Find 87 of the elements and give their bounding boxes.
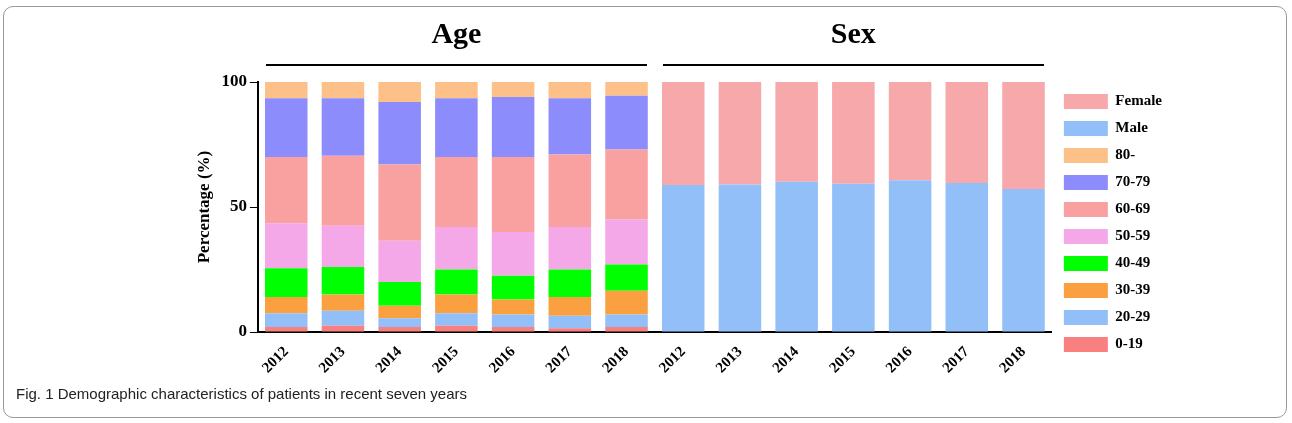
bar: [321, 310, 365, 326]
text: Age: [431, 15, 482, 49]
bar: [605, 219, 648, 265]
bar: [548, 227, 592, 270]
bar: [435, 269, 478, 295]
bar: [832, 82, 875, 184]
bar: [321, 267, 365, 295]
y-tick-label: 0: [238, 321, 247, 341]
bar: [378, 164, 421, 241]
y-tick-label: 50: [229, 196, 247, 216]
bar: [661, 185, 705, 332]
bar: [548, 315, 592, 329]
bar: [775, 82, 818, 182]
bar: [491, 314, 535, 328]
bar: [661, 82, 705, 186]
legend-label: 70-79: [1115, 173, 1151, 190]
bar: [491, 97, 535, 158]
legend-label: 40-49: [1115, 254, 1151, 271]
bar: [888, 180, 932, 332]
bar: [378, 82, 421, 103]
bar: [321, 294, 365, 311]
bar: [264, 327, 308, 332]
bar: [435, 157, 478, 228]
bar: [718, 184, 762, 332]
bar: [491, 232, 535, 276]
bar: [775, 181, 818, 332]
bar: [1002, 189, 1045, 332]
bar: [378, 102, 421, 165]
bar: [321, 82, 365, 99]
bar: [605, 82, 648, 96]
bar: [321, 98, 365, 156]
bar: [435, 313, 478, 326]
bar: [321, 325, 365, 332]
bar: [605, 264, 648, 291]
bar: [548, 154, 592, 228]
bar: [435, 82, 478, 99]
legend-label: 80-: [1115, 146, 1136, 163]
bar: [491, 82, 535, 97]
legend-label: 60-69: [1115, 200, 1151, 217]
bar: [888, 82, 932, 181]
bar: [264, 98, 308, 158]
bar: [321, 225, 365, 268]
legend-label: Female: [1115, 92, 1163, 109]
text: Sex: [830, 15, 876, 49]
bar: [548, 297, 592, 316]
bar: [491, 299, 535, 315]
y-axis-title: Percentage (%): [193, 150, 213, 264]
bar: [1002, 82, 1045, 190]
bar: [548, 328, 592, 332]
legend-label: 20-29: [1115, 308, 1151, 325]
bar: [435, 98, 478, 158]
legend-label: 30-39: [1115, 281, 1151, 298]
bar: [491, 157, 535, 233]
bar: [435, 294, 478, 314]
bar: [718, 82, 762, 185]
bar: [264, 82, 308, 99]
legend-label: 50-59: [1115, 227, 1151, 244]
bar: [264, 223, 308, 269]
bar: [605, 327, 648, 332]
bar: [945, 82, 989, 184]
bar: [605, 290, 648, 315]
bar: [435, 325, 478, 332]
bar: [435, 227, 478, 270]
bar: [605, 95, 648, 150]
bar: [491, 275, 535, 300]
bar: [548, 269, 592, 298]
bar: [264, 157, 308, 224]
caption: Fig. 1 Demographic characteristics of patients in recent seven years: [16, 385, 468, 402]
bar: [378, 240, 421, 283]
bar: [605, 314, 648, 328]
y-tick-label: 100: [221, 71, 247, 91]
bar: [321, 155, 365, 226]
legend-label: 0-19: [1115, 335, 1143, 352]
bar: [491, 327, 535, 332]
bar: [378, 305, 421, 319]
bar: [264, 297, 308, 314]
bar: [264, 268, 308, 298]
bar: [378, 327, 421, 332]
bar: [548, 82, 592, 99]
bar: [605, 149, 648, 220]
bar: [378, 318, 421, 328]
legend-label: Male: [1115, 119, 1149, 136]
bar: [378, 282, 421, 306]
bar: [832, 183, 875, 332]
bar: [945, 183, 989, 332]
bar: [548, 98, 592, 155]
bar: [264, 313, 308, 328]
